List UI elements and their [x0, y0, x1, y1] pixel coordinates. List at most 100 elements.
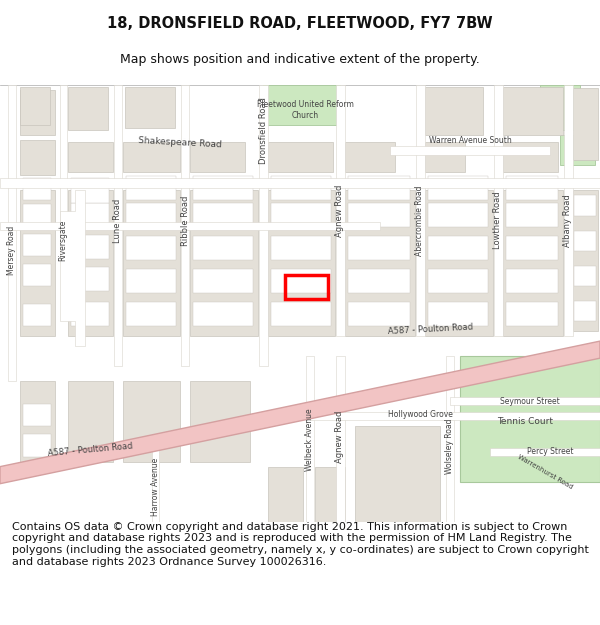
Polygon shape [8, 85, 16, 381]
Bar [23, 264, 51, 286]
Bar [271, 269, 331, 293]
Bar [348, 176, 410, 201]
Bar [68, 381, 113, 462]
Bar [268, 191, 335, 336]
Text: Agnew Road: Agnew Road [335, 411, 344, 462]
Bar [574, 301, 596, 321]
Bar [20, 140, 55, 176]
Bar [125, 87, 175, 128]
Bar [425, 142, 465, 172]
Bar [190, 142, 245, 172]
Polygon shape [415, 85, 425, 336]
Polygon shape [335, 85, 344, 336]
Text: Percy Street: Percy Street [527, 447, 573, 456]
Polygon shape [560, 135, 595, 166]
Text: Contains OS data © Crown copyright and database right 2021. This information is : Contains OS data © Crown copyright and d… [12, 522, 589, 567]
Bar [23, 178, 51, 201]
Bar [23, 204, 51, 226]
Bar [506, 202, 558, 227]
Text: Lune Road: Lune Road [113, 199, 122, 242]
Bar [428, 202, 488, 227]
Text: Hollywood Grove: Hollywood Grove [388, 410, 452, 419]
Polygon shape [60, 191, 85, 346]
Polygon shape [563, 85, 572, 336]
Bar [355, 426, 440, 522]
Bar [126, 236, 176, 260]
Bar [315, 467, 345, 522]
Bar [68, 87, 108, 130]
Text: Abercrombie Road: Abercrombie Road [415, 186, 425, 256]
Polygon shape [0, 178, 600, 189]
Text: Fleetwood United Reform
Church: Fleetwood United Reform Church [257, 101, 353, 120]
Bar [348, 202, 410, 227]
Bar [271, 236, 331, 260]
Bar [268, 142, 333, 172]
Polygon shape [151, 446, 158, 522]
Polygon shape [490, 448, 600, 456]
Polygon shape [263, 85, 340, 125]
Bar [573, 88, 598, 161]
Polygon shape [460, 356, 600, 482]
Text: Shakespeare Road: Shakespeare Road [138, 136, 222, 149]
Polygon shape [450, 398, 600, 406]
Polygon shape [540, 85, 580, 130]
Bar [193, 176, 253, 201]
Bar [23, 234, 51, 256]
Polygon shape [306, 356, 314, 522]
Bar [428, 236, 488, 260]
Bar [20, 381, 55, 462]
Bar [20, 191, 55, 336]
Bar [71, 234, 109, 259]
Bar [23, 404, 51, 426]
Bar [348, 269, 410, 293]
Bar [285, 275, 328, 299]
Bar [425, 87, 483, 135]
Bar [71, 267, 109, 291]
Bar [573, 191, 598, 331]
Bar [271, 302, 331, 326]
Bar [271, 176, 331, 201]
Bar [345, 142, 395, 172]
Bar [68, 191, 113, 336]
Bar [348, 236, 410, 260]
Text: Lowther Road: Lowther Road [493, 192, 503, 249]
Text: Seymour Street: Seymour Street [500, 397, 560, 406]
Polygon shape [493, 85, 503, 336]
Bar [23, 434, 51, 457]
Bar [123, 142, 180, 172]
Bar [190, 381, 250, 462]
Text: Riversgate: Riversgate [59, 220, 67, 261]
Bar [126, 202, 176, 227]
Bar [574, 231, 596, 251]
Text: Albany Road: Albany Road [563, 194, 572, 247]
Polygon shape [114, 85, 122, 366]
Text: Mersey Road: Mersey Road [7, 226, 17, 276]
Polygon shape [310, 412, 600, 421]
Bar [190, 191, 258, 336]
Bar [506, 236, 558, 260]
Bar [23, 304, 51, 326]
Bar [574, 266, 596, 286]
Text: A587 - Poulton Road: A587 - Poulton Road [47, 441, 133, 458]
Text: Warren Avenue South: Warren Avenue South [428, 136, 511, 145]
Bar [503, 191, 563, 336]
Polygon shape [59, 85, 67, 241]
Polygon shape [181, 85, 189, 366]
Bar [506, 302, 558, 326]
Polygon shape [335, 356, 344, 522]
Bar [193, 302, 253, 326]
Bar [425, 191, 493, 336]
Bar [506, 269, 558, 293]
Polygon shape [446, 356, 454, 522]
Text: 18, DRONSFIELD ROAD, FLEETWOOD, FY7 7BW: 18, DRONSFIELD ROAD, FLEETWOOD, FY7 7BW [107, 16, 493, 31]
Polygon shape [0, 341, 600, 484]
Bar [268, 467, 303, 522]
Text: Map shows position and indicative extent of the property.: Map shows position and indicative extent… [120, 53, 480, 66]
Bar [193, 202, 253, 227]
Bar [71, 178, 109, 202]
Bar [345, 191, 415, 336]
Bar [503, 87, 563, 135]
Text: Wolseley Road: Wolseley Road [445, 419, 455, 474]
Text: Warrenhurst Road: Warrenhurst Road [517, 453, 574, 490]
Bar [506, 176, 558, 201]
